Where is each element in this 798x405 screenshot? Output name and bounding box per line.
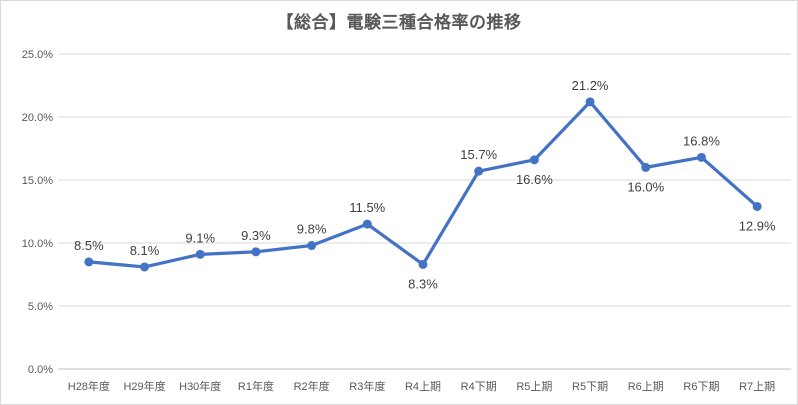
y-axis-tick-label: 5.0% [28,301,53,313]
data-point-label: 21.2% [572,78,609,93]
data-point-label: 12.9% [739,218,776,233]
data-point-label: 8.1% [130,243,160,258]
data-point-label: 8.3% [408,276,438,291]
data-point-marker [641,162,651,172]
data-point-label: 16.6% [516,172,553,187]
data-point-marker [84,257,94,267]
data-point-label: 9.3% [241,228,271,243]
data-point-marker [362,219,372,229]
x-axis-category-label: R4下期 [461,380,497,393]
data-point-marker [529,155,539,165]
y-axis-tick-label: 20.0% [22,112,53,124]
data-point-marker [251,247,261,257]
data-point-label: 9.8% [297,222,327,237]
x-axis-category-label: R1年度 [238,379,274,393]
x-axis-category-label: R6上期 [628,380,664,393]
y-axis-tick-label: 0.0% [28,364,53,376]
data-point-marker [418,259,428,269]
data-point-label: 9.1% [185,230,215,245]
x-axis-category-label: R2年度 [294,379,330,393]
x-axis-category-label: R4上期 [405,380,441,393]
y-axis-tick-label: 25.0% [22,49,53,61]
x-axis-category-label: R7上期 [739,380,775,393]
x-axis-category-label: R6下期 [683,380,719,393]
data-point-label: 16.8% [683,133,720,148]
x-axis-category-label: H28年度 [68,379,110,393]
data-point-marker [752,201,762,211]
data-point-marker [585,97,595,107]
y-axis-tick-label: 10.0% [22,238,53,250]
data-point-marker [696,152,706,162]
x-axis-category-label: R5上期 [516,380,552,393]
x-axis-category-label: R5下期 [572,380,608,393]
data-point-marker [474,166,484,176]
chart-title: 【総合】電験三種合格率の推移 [276,13,522,32]
data-point-marker [140,262,150,272]
data-point-marker [195,249,205,259]
data-point-label: 16.0% [627,179,664,194]
x-axis-category-label: R3年度 [349,379,385,393]
data-point-label: 8.5% [74,238,104,253]
data-point-marker [307,241,317,251]
data-point-label: 15.7% [460,147,497,162]
x-axis-category-label: H30年度 [179,379,221,393]
x-axis-category-label: H29年度 [123,379,165,393]
data-point-label: 11.5% [349,200,385,215]
y-axis-tick-label: 15.0% [22,175,53,187]
